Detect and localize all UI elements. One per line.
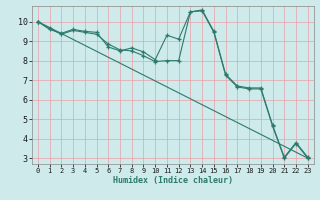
X-axis label: Humidex (Indice chaleur): Humidex (Indice chaleur) xyxy=(113,176,233,185)
